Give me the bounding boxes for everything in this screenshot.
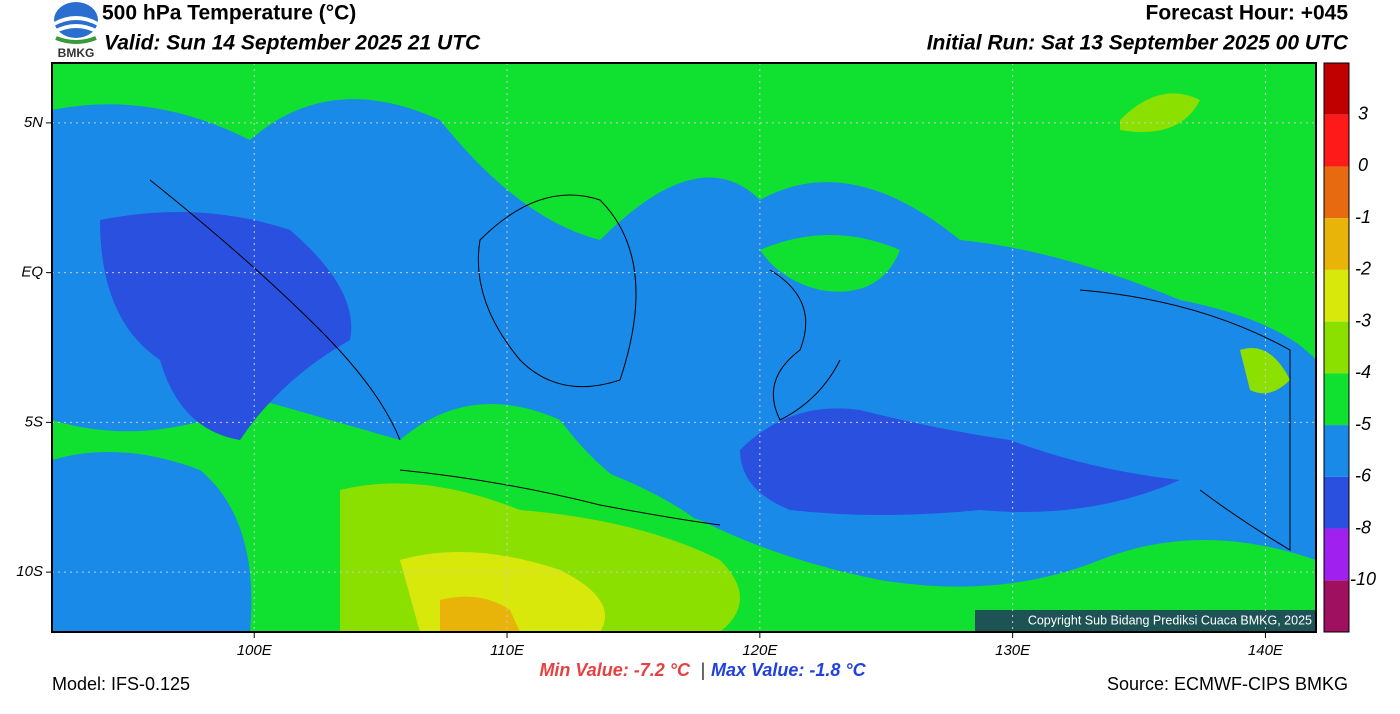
colorbar-label: -6: [1355, 466, 1372, 486]
map-frame: [51, 62, 1317, 633]
colorbar-swatch: [1324, 528, 1349, 581]
colorbar-swatch: [1324, 321, 1349, 374]
separator: |: [701, 660, 706, 680]
colorbar-swatch: [1324, 373, 1349, 426]
copyright: Copyright Sub Bidang Prediksi Cuaca BMKG…: [1028, 613, 1312, 627]
x-tick-label: 100E: [237, 642, 273, 659]
colorbar-label: 3: [1358, 103, 1368, 123]
model: Model: IFS-0.125: [52, 674, 190, 694]
x-tick-label: 130E: [995, 642, 1031, 659]
forecast-hour: Forecast Hour: +045: [1146, 2, 1349, 25]
colorbar-label: -1: [1355, 207, 1371, 227]
colorbar-label: -5: [1355, 414, 1372, 434]
temperature-field: [52, 63, 1316, 632]
colorbar-label: 0: [1358, 155, 1368, 175]
colorbar-swatch: [1324, 580, 1349, 632]
colorbar-swatch: [1324, 114, 1349, 167]
colorbar-label: -8: [1355, 517, 1371, 537]
colorbar-label: -2: [1355, 259, 1371, 279]
colorbar-swatch: [1324, 166, 1349, 219]
colorbar-swatch: [1324, 425, 1349, 477]
colorbar-label: -4: [1355, 362, 1371, 382]
y-tick-label: 5S: [25, 413, 43, 430]
valid-time: Valid: Sun 14 September 2025 21 UTC: [104, 32, 481, 55]
colorbar-swatch: [1324, 269, 1349, 322]
y-tick-label: EQ: [21, 264, 43, 281]
source: Source: ECMWF-CIPS BMKG: [1107, 674, 1348, 694]
min-value: Min Value: -7.2 °C: [539, 660, 691, 680]
y-tick-label: 10S: [16, 563, 43, 580]
x-tick-label: 120E: [742, 642, 778, 659]
colorbar-label: -3: [1355, 310, 1371, 330]
title: 500 hPa Temperature (°C): [102, 2, 356, 25]
colorbar: 3 0 -1 -2 -3 -4 -5 -6 -8 -10: [1323, 62, 1376, 633]
axes: 100E 110E 120E 130E 140E 5N EQ 5S 10S: [16, 63, 1316, 659]
colorbar-frame: [1323, 62, 1350, 633]
x-tick-label: 110E: [490, 642, 525, 659]
logo-text: BMKG: [58, 46, 95, 60]
x-tick-label: 140E: [1248, 642, 1284, 659]
logo: BMKG: [54, 2, 98, 60]
colorbar-swatch: [1324, 476, 1349, 529]
initial-run: Initial Run: Sat 13 September 2025 00 UT…: [927, 32, 1349, 55]
colorbar-label: -10: [1350, 569, 1376, 589]
y-tick-label: 5N: [24, 114, 43, 131]
colorbar-swatch: [1324, 218, 1349, 270]
max-value: Max Value: -1.8 °C: [711, 660, 867, 680]
colorbar-swatch: [1324, 63, 1349, 115]
